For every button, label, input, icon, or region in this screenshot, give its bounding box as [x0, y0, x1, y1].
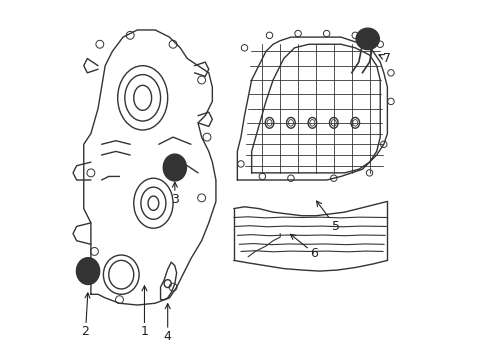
Text: 4: 4: [163, 304, 171, 343]
Text: 5: 5: [316, 201, 339, 233]
Text: 2: 2: [81, 293, 90, 338]
Ellipse shape: [76, 258, 100, 284]
Ellipse shape: [163, 154, 186, 181]
Text: 1: 1: [140, 286, 148, 338]
Text: 6: 6: [290, 234, 318, 260]
Text: 7: 7: [378, 52, 390, 65]
Text: 3: 3: [170, 182, 179, 206]
Ellipse shape: [355, 28, 379, 50]
